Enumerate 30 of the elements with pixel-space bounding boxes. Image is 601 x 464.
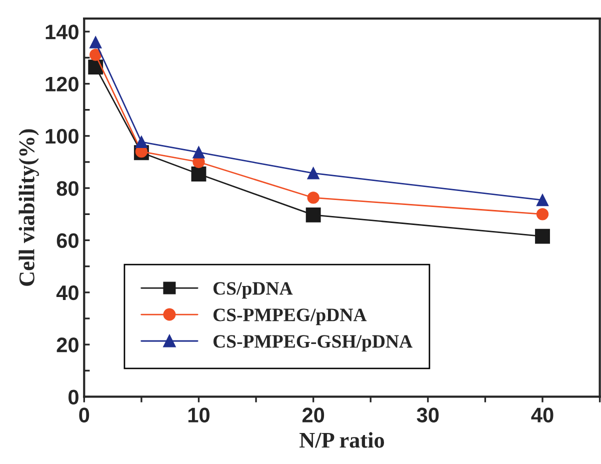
point bbox=[536, 194, 549, 206]
y-tick-label: 40 bbox=[56, 285, 78, 300]
point bbox=[536, 208, 549, 220]
legend-label: CS-PMPEG-GSH/pDNA bbox=[213, 335, 412, 352]
y-tick-label: 100 bbox=[46, 128, 78, 144]
point bbox=[191, 166, 206, 182]
x-tick-label: 10 bbox=[188, 408, 210, 422]
point bbox=[535, 228, 550, 244]
point bbox=[90, 48, 102, 61]
x-tick-label: 40 bbox=[531, 408, 554, 422]
point bbox=[307, 167, 320, 180]
x-tick-label: 0 bbox=[79, 408, 90, 422]
point bbox=[88, 60, 104, 75]
x-tick-label: 30 bbox=[416, 408, 439, 422]
legend-label: CS/pDNA bbox=[213, 282, 293, 299]
point bbox=[306, 207, 321, 222]
legend-label: CS-PMPEG/pDNA bbox=[213, 308, 367, 326]
y-axis-title: Cell viability(%) bbox=[18, 129, 39, 286]
point bbox=[307, 192, 320, 204]
x-axis-title: N/P ratio bbox=[300, 432, 384, 448]
x-tick-label: 20 bbox=[302, 408, 324, 422]
y-tick-label: 120 bbox=[46, 76, 78, 92]
y-tick-label: 0 bbox=[68, 390, 78, 404]
point bbox=[135, 136, 148, 148]
y-tick-label: 60 bbox=[56, 233, 78, 248]
y-tick-label: 80 bbox=[56, 181, 78, 196]
y-tick-label: 20 bbox=[56, 338, 78, 352]
y-tick-label: 140 bbox=[46, 24, 78, 40]
point bbox=[192, 146, 205, 158]
point bbox=[90, 36, 102, 48]
